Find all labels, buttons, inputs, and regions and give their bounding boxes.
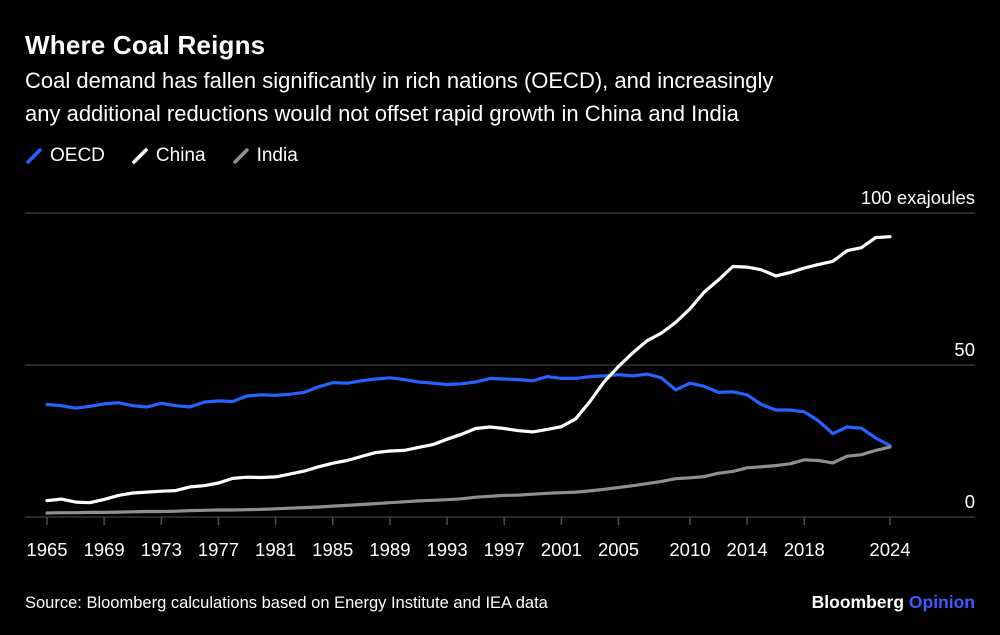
oecd-line-swatch-icon xyxy=(26,148,42,164)
x-axis-label: 1985 xyxy=(312,539,353,560)
x-axis-label: 2018 xyxy=(784,539,825,560)
series-line-china xyxy=(45,235,892,505)
series-line-india xyxy=(45,445,892,515)
x-axis-label: 1993 xyxy=(426,539,467,560)
chart-subtitle-line-1: Coal demand has fallen significantly in … xyxy=(25,68,774,93)
x-axis-label: 1997 xyxy=(484,539,525,560)
source-note: Source: Bloomberg calculations based on … xyxy=(25,594,548,612)
brand-bloomberg: Bloomberg xyxy=(811,592,905,612)
china-line-swatch-icon xyxy=(132,148,148,164)
legend-item-china: China xyxy=(131,145,206,167)
india-line-swatch-icon xyxy=(232,148,249,164)
x-axis-label: 2014 xyxy=(727,539,768,560)
legend-item-oecd: OECD xyxy=(25,145,105,167)
y-axis-label: 100 exajoules xyxy=(861,187,975,208)
x-axis-label: 1989 xyxy=(369,539,410,560)
legend-item-india: India xyxy=(232,145,298,167)
y-axis-label: 50 xyxy=(954,339,975,360)
brand-opinion: Opinion xyxy=(908,592,975,612)
x-axis-label: 1981 xyxy=(255,539,296,560)
legend-label-oecd: OECD xyxy=(50,145,105,166)
x-axis-label: 2024 xyxy=(869,539,910,560)
chart-subtitle: Coal demand has fallen significantly in … xyxy=(25,64,773,130)
x-axis-label: 2010 xyxy=(669,539,710,560)
legend-label-china: China xyxy=(155,145,206,166)
chart-title: Where Coal Reigns xyxy=(25,30,266,60)
x-axis-label: 1965 xyxy=(26,539,67,560)
legend-label-india: India xyxy=(256,145,298,166)
x-axis-label: 1969 xyxy=(84,539,125,560)
chart-subtitle-line-2: any additional reductions would not offs… xyxy=(25,101,739,126)
x-axis-label: 1977 xyxy=(198,539,239,560)
bloomberg-opinion-logo: Bloomberg Opinion xyxy=(812,592,975,613)
x-axis-label: 2001 xyxy=(541,539,582,560)
y-axis-label: 0 xyxy=(965,491,975,512)
x-axis-label: 1973 xyxy=(141,539,182,560)
series-line-oecd xyxy=(45,372,892,448)
x-axis-label: 2005 xyxy=(598,539,639,560)
chart-legend: OECD China India xyxy=(25,145,298,167)
